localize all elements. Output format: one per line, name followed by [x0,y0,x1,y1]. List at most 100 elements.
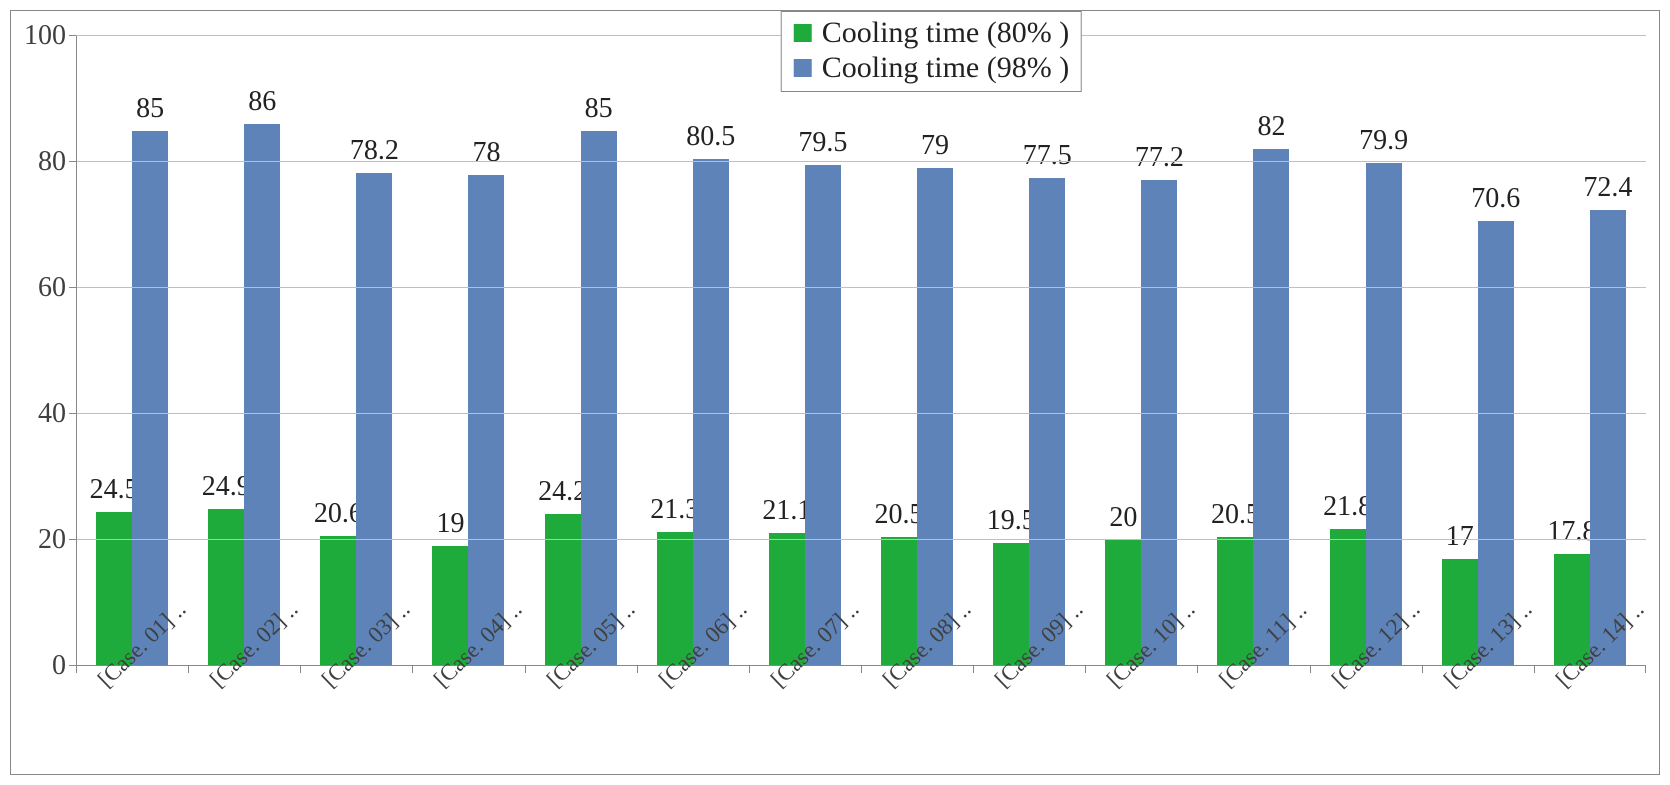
bar-value-label: 17 [1446,521,1474,553]
grid-line [76,287,1646,288]
x-axis-labels: [Case. 01] ..[Case. 02] ..[Case. 03] ..[… [76,666,1646,776]
legend-label: Cooling time (80% ) [822,16,1069,51]
category-cell: 20.678.2 [300,36,412,666]
bar: 82 [1253,149,1289,666]
x-tick-mark [300,666,301,673]
bar: 79 [917,168,953,666]
x-label-cell: [Case. 11] .. [1197,666,1309,776]
x-label-cell: [Case. 13] .. [1422,666,1534,776]
bar-group: 24.986 [208,36,280,666]
bar-group: 21.179.5 [769,36,841,666]
y-tick-mark [69,287,76,288]
x-label-cell: [Case. 07] .. [749,666,861,776]
grid-line [76,539,1646,540]
bar-group: 20.582 [1217,36,1289,666]
category-cell: 17 70.6 [1422,36,1534,666]
x-tick-mark [76,666,77,673]
x-label-cell: [Case. 10] .. [1085,666,1197,776]
bar: 85 [581,131,617,667]
bar: 85 [132,131,168,667]
y-tick-label: 20 [38,524,66,556]
y-axis-line [76,36,77,666]
bar-value-label: 70.6 [1471,183,1520,215]
x-tick-mark [1310,666,1311,673]
x-label-cell: [Case. 02] .. [188,666,300,776]
x-label-cell: [Case. 12] .. [1310,666,1422,776]
bar-group: 24.585 [96,36,168,666]
x-label-cell: [Case. 08] .. [861,666,973,776]
x-tick-mark [973,666,974,673]
category-cell: 21.879.9 [1310,36,1422,666]
y-tick-mark [69,161,76,162]
grid-line [76,413,1646,414]
x-label-cell: [Case. 09] .. [973,666,1085,776]
bar-group: 20.579 [881,36,953,666]
x-label-cell: [Case. 05] .. [525,666,637,776]
bar: 72.4 [1590,210,1626,666]
bar-value-label: 85 [136,93,164,125]
bar-group: 21.879.9 [1330,36,1402,666]
x-tick-mark [188,666,189,673]
bar-value-label: 19 [436,508,464,540]
bar-value-label: 79.9 [1359,125,1408,157]
category-cell: 17.872.4 [1534,36,1646,666]
category-cell: 21.380.5 [637,36,749,666]
category-cell: 1978 [412,36,524,666]
bar-value-label: 79 [921,130,949,162]
bar-value-label: 77.5 [1023,140,1072,172]
bar: 78.2 [356,173,392,666]
bar-value-label: 78.2 [350,135,399,167]
bar-group: 17.872.4 [1554,36,1626,666]
bar-group: 2077.2 [1105,36,1177,666]
legend-swatch [794,24,812,42]
x-tick-mark [1422,666,1423,673]
bar-value-label: 86 [248,86,276,118]
x-tick-mark [637,666,638,673]
category-cell: 20.579 [861,36,973,666]
y-tick-mark [69,539,76,540]
bar-value-label: 72.4 [1583,172,1632,204]
bar: 86 [244,124,280,666]
bar-group: 1978 [432,36,504,666]
plot-area: 24.58524.98620.678.2197824.28521.380.521… [76,36,1646,666]
legend-label: Cooling time (98% ) [822,51,1069,86]
bar: 77.5 [1029,178,1065,666]
bar-value-label: 80.5 [686,121,735,153]
bar-group: 19.577.5 [993,36,1065,666]
category-cell: 19.577.5 [973,36,1085,666]
bar-value-label: 85 [585,93,613,125]
category-cell: 24.285 [525,36,637,666]
bar-value-label: 78 [472,137,500,169]
x-tick-mark [1197,666,1198,673]
y-tick-mark [69,35,76,36]
bar: 79.5 [805,165,841,666]
x-tick-mark [1534,666,1535,673]
bar: 77.2 [1141,180,1177,666]
x-label-cell: [Case. 04] .. [412,666,524,776]
y-tick-label: 60 [38,272,66,304]
legend: Cooling time (80% ) Cooling time (98% ) [781,11,1082,92]
bar: 78 [468,175,504,666]
bar-value-label: 79.5 [798,127,847,159]
x-tick-mark [749,666,750,673]
category-cell: 24.986 [188,36,300,666]
legend-item: Cooling time (98% ) [794,51,1069,86]
bar-group: 24.285 [545,36,617,666]
x-label-cell: [Case. 14] .. [1534,666,1646,776]
x-label-cell: [Case. 03] .. [300,666,412,776]
y-tick-label: 80 [38,146,66,178]
x-label-cell: [Case. 01] .. [76,666,188,776]
x-tick-mark [1645,666,1646,673]
bar-group: 20.678.2 [320,36,392,666]
legend-swatch [794,59,812,77]
y-tick-mark [69,413,76,414]
bar-group: 1770.6 [1442,36,1514,666]
chart-container: Cooling time (80% ) Cooling time (98% ) … [10,10,1660,775]
category-cell: 20.582 [1197,36,1309,666]
bar-value-label: 20 [1109,502,1137,534]
x-tick-mark [412,666,413,673]
y-tick-label: 100 [24,20,66,52]
grid-line [76,161,1646,162]
x-tick-mark [525,666,526,673]
y-tick-label: 40 [38,398,66,430]
